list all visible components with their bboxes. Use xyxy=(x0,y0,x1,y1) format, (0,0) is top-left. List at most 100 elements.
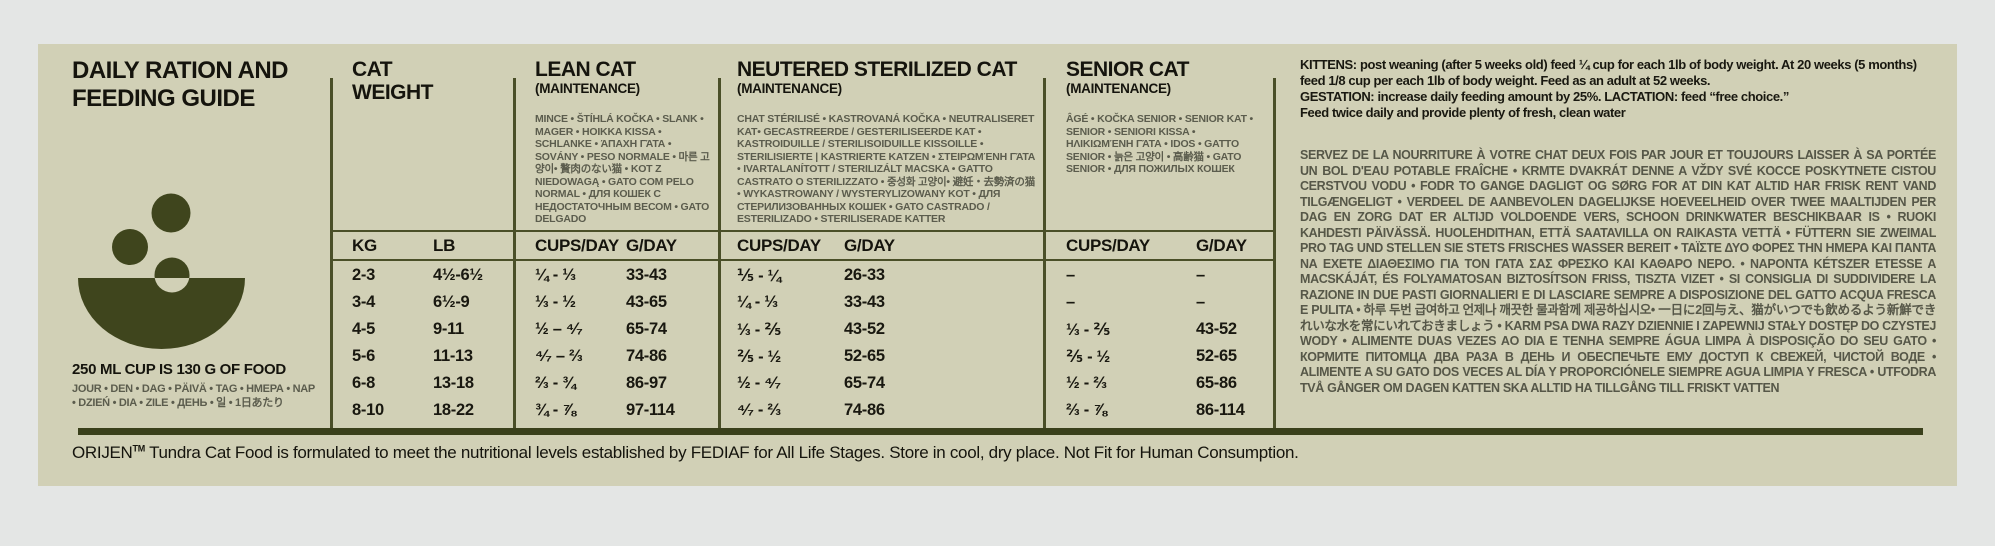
cell-senior-cups: ⅔ - ⅞ xyxy=(1066,401,1107,419)
divider-lean-neutered xyxy=(718,78,721,428)
cell-lb: 13-18 xyxy=(433,374,474,392)
cell-neutered-g: 33-43 xyxy=(844,293,885,311)
cell-kg: 6-8 xyxy=(352,374,375,392)
section-neutered-translations: CHAT STÉRILISÉ • KASTROVANÁ KOČKA • NEUT… xyxy=(737,113,1036,225)
cell-neutered-cups: ⅕ - ¼ xyxy=(737,267,782,285)
kibble-dot-1 xyxy=(151,193,191,233)
table-row: 3-4 6½-9 ⅓ - ½ 43-65 ¼ - ⅓ 33-43 – – xyxy=(38,293,1957,320)
col-header-neutered-g: G/DAY xyxy=(844,236,895,255)
cell-neutered-cups: ¼ - ⅓ xyxy=(737,293,778,311)
cell-neutered-g: 26-33 xyxy=(844,266,885,284)
cell-lean-g: 97-114 xyxy=(626,401,675,419)
rule-below-subheaders xyxy=(330,259,1275,261)
cell-senior-g: 52-65 xyxy=(1196,347,1237,365)
cell-senior-g: 86-114 xyxy=(1196,401,1245,419)
brand-name: ORIJEN xyxy=(72,443,133,462)
section-lean-title: LEAN CAT xyxy=(535,58,636,81)
cell-senior-cups: ⅓ - ⅖ xyxy=(1066,321,1111,339)
cell-lean-cups: ½ – ⁴⁄₇ xyxy=(535,320,583,338)
cell-kg: 2-3 xyxy=(352,266,375,284)
cell-lean-cups: ⁴⁄₇ – ⅔ xyxy=(535,347,583,365)
col-header-lb: LB xyxy=(433,236,456,255)
cat-weight-header-line2: WEIGHT xyxy=(352,81,434,104)
cell-neutered-cups: ⅓ - ⅖ xyxy=(737,321,782,339)
cell-senior-cups: – xyxy=(1066,266,1075,284)
cat-weight-header: CAT WEIGHT xyxy=(352,58,434,104)
cell-lean-cups: ¼ - ⅓ xyxy=(535,266,576,284)
cell-senior-cups: ⅖ - ½ xyxy=(1066,348,1111,366)
footer-statement: ORIJENTM Tundra Cat Food is formulated t… xyxy=(72,443,1922,463)
col-header-lean-g: G/DAY xyxy=(626,236,677,255)
table-row: 6-8 13-18 ⅔ - ¾ 86-97 ½ - ⁴⁄₇ 65-74 ½ - … xyxy=(38,374,1957,401)
table-row: 5-6 11-13 ⁴⁄₇ – ⅔ 74-86 ⅖ - ½ 52-65 ⅖ - … xyxy=(38,347,1957,374)
cell-lb: 18-22 xyxy=(433,401,474,419)
section-neutered-title: NEUTERED STERILIZED CAT xyxy=(737,58,1017,81)
cell-senior-g: 43-52 xyxy=(1196,320,1237,338)
kittens-note: KITTENS: post weaning (after 5 weeks old… xyxy=(1300,57,1917,88)
col-header-senior-g: G/DAY xyxy=(1196,236,1247,255)
rule-above-subheaders xyxy=(330,230,1275,232)
section-neutered-cat: NEUTERED STERILIZED CAT (MAINTENANCE) CH… xyxy=(737,58,1037,226)
divider-weight-lean xyxy=(513,78,516,428)
cell-senior-g: – xyxy=(1196,293,1205,311)
cell-lean-g: 74-86 xyxy=(626,347,667,365)
cell-kg: 4-5 xyxy=(352,320,375,338)
cell-lean-g: 65-74 xyxy=(626,320,667,338)
cell-lean-g: 86-97 xyxy=(626,374,667,392)
cell-neutered-g: 43-52 xyxy=(844,320,885,338)
col-header-kg: KG xyxy=(352,236,377,255)
table-row: 2-3 4½-6½ ¼ - ⅓ 33-43 ⅕ - ¼ 26-33 – – xyxy=(38,266,1957,293)
section-senior-subtitle: (MAINTENANCE) xyxy=(1066,81,1171,96)
cat-weight-header-line1: CAT xyxy=(352,58,393,81)
cell-neutered-g: 74-86 xyxy=(844,401,885,419)
page-title-line1: DAILY RATION AND xyxy=(72,57,289,84)
gestation-note: GESTATION: increase daily feeding amount… xyxy=(1300,89,1789,104)
section-lean-subtitle: (MAINTENANCE) xyxy=(535,81,640,96)
bowl-shape xyxy=(78,278,245,349)
page-title: DAILY RATION AND FEEDING GUIDE xyxy=(72,57,342,113)
divider-neutered-senior xyxy=(1043,78,1046,428)
cell-lb: 9-11 xyxy=(433,320,464,338)
section-senior-title: SENIOR CAT xyxy=(1066,58,1189,81)
cell-senior-g: 65-86 xyxy=(1196,374,1237,392)
page-title-line2: FEEDING GUIDE xyxy=(72,85,255,112)
divider-left xyxy=(330,78,333,428)
cell-kg: 5-6 xyxy=(352,347,375,365)
cell-neutered-cups: ⅖ - ½ xyxy=(737,348,782,366)
cell-kg: 3-4 xyxy=(352,293,375,311)
col-header-senior-cups: CUPS/DAY xyxy=(1066,236,1150,255)
cell-lean-g: 43-65 xyxy=(626,293,667,311)
kibble-dot-3-bottom xyxy=(154,278,190,293)
cell-senior-cups: – xyxy=(1066,293,1075,311)
section-senior-cat: SENIOR CAT (MAINTENANCE) ÂGÉ • KOČKA SEN… xyxy=(1066,58,1264,176)
cell-neutered-g: 65-74 xyxy=(844,374,885,392)
section-neutered-subtitle: (MAINTENANCE) xyxy=(737,81,842,96)
day-translations: JOUR • DEN • DAG • PÄIVÄ • TAG • ΗΜΕΡΑ •… xyxy=(72,383,315,409)
section-senior-translations: ÂGÉ • KOČKA SENIOR • SENIOR KAT • SENIOR… xyxy=(1066,113,1254,175)
section-lean-cat: LEAN CAT (MAINTENANCE) MINCE • ŠTÍHLÁ KO… xyxy=(535,58,711,226)
cell-kg: 8-10 xyxy=(352,401,384,419)
feeding-notes: KITTENS: post weaning (after 5 weeks old… xyxy=(1300,57,1936,121)
cell-lean-cups: ⅔ - ¾ xyxy=(535,374,576,392)
col-header-neutered-cups: CUPS/DAY xyxy=(737,236,821,255)
table-row: 8-10 18-22 ¾ - ⅞ 97-114 ⁴⁄₇ - ⅔ 74-86 ⅔ … xyxy=(38,401,1957,428)
col-header-lean-cups: CUPS/DAY xyxy=(535,236,619,255)
trademark-symbol: TM xyxy=(132,443,146,454)
cell-senior-cups: ½ - ⅔ xyxy=(1066,374,1107,392)
cell-neutered-g: 52-65 xyxy=(844,347,885,365)
kibble-dot-3-top xyxy=(154,257,190,278)
fresh-water-note: Feed twice daily and provide plenty of f… xyxy=(1300,105,1626,120)
feeding-guide-panel: DAILY RATION AND FEEDING GUIDE 250 ML CU… xyxy=(38,44,1957,486)
food-bowl-icon xyxy=(78,193,245,349)
table-bottom-bar xyxy=(78,428,1923,435)
cell-neutered-cups: ⁴⁄₇ - ⅔ xyxy=(737,401,781,419)
kibble-dot-2 xyxy=(112,229,148,265)
cell-lean-cups: ¾ - ⅞ xyxy=(535,401,576,419)
footer-text: Tundra Cat Food is formulated to meet th… xyxy=(144,443,1299,462)
cup-measure-note: 250 ML CUP IS 130 G OF FOOD xyxy=(72,361,286,378)
cell-lb: 6½-9 xyxy=(433,293,470,311)
cell-lb: 4½-6½ xyxy=(433,266,483,284)
section-lean-translations: MINCE • ŠTÍHLÁ KOČKA • SLANK • MAGER • H… xyxy=(535,113,710,225)
multilingual-feeding-note: SERVEZ DE LA NOURRITURE À VOTRE CHAT DEU… xyxy=(1300,148,1936,395)
cell-neutered-cups: ½ - ⁴⁄₇ xyxy=(737,374,781,392)
